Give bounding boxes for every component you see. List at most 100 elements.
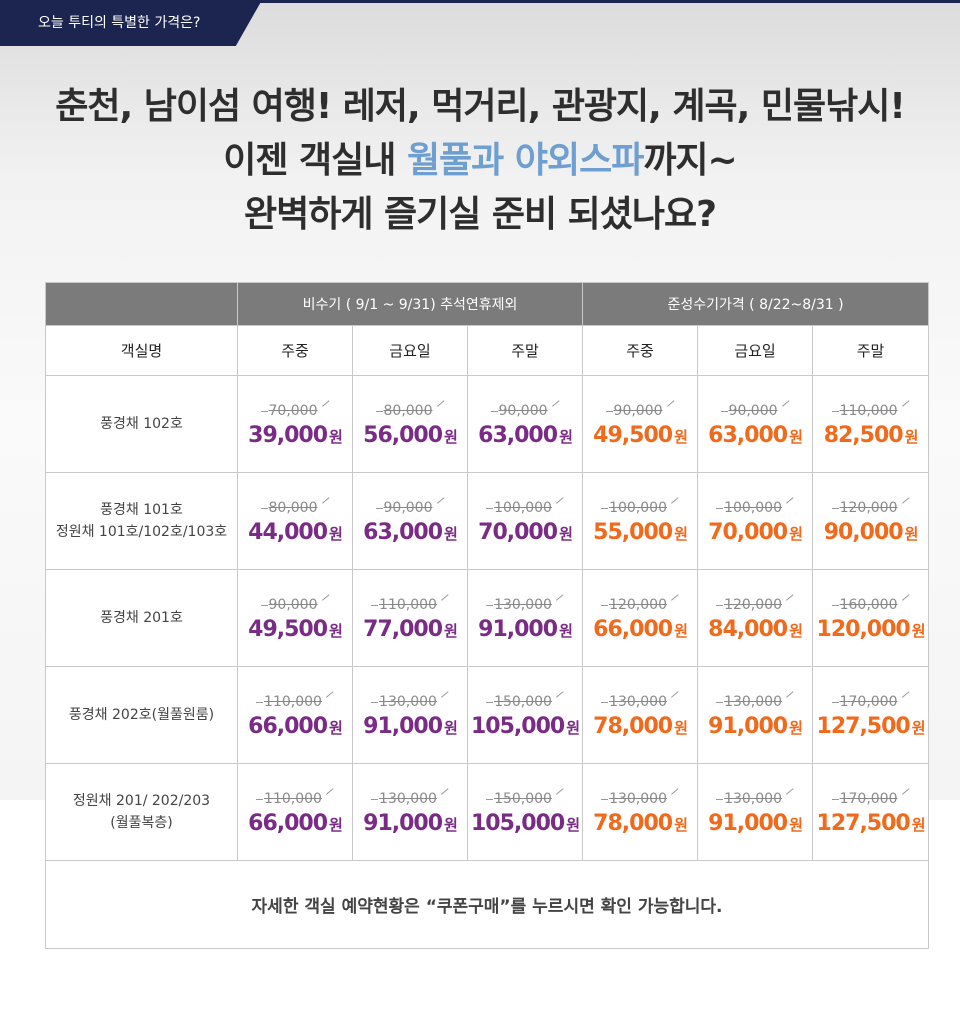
- discount-price: 91,000 원: [698, 714, 812, 739]
- headline-line-3: 완벽하게 즐기실 준비 되셨나요?: [243, 194, 717, 235]
- currency-unit: 원: [444, 816, 458, 834]
- room-name: 풍경채 202호(월풀원룸): [45, 666, 238, 764]
- original-price: 100,000: [716, 500, 796, 516]
- price-cell: 80,000 44,000 원: [237, 472, 353, 570]
- original-price: 110,000: [256, 694, 336, 710]
- original-price: 130,000: [601, 694, 681, 710]
- discount-price: 66,000 원: [238, 811, 352, 836]
- price-cell: 130,000 91,000 원: [697, 666, 814, 764]
- promo-headline: 춘천, 남이섬 여행! 레저, 먹거리, 관광지, 계곡, 민물낚시! 이젠 객…: [0, 80, 960, 242]
- price-cell: 80,000 56,000 원: [352, 375, 468, 473]
- discount-price: 78,000 원: [583, 714, 697, 739]
- discount-price: 77,000 원: [353, 617, 467, 642]
- room-name-line: 정원채 201/ 202/203: [72, 793, 211, 809]
- season-header-row: 비수기 ( 9/1 ~ 9/31) 추석연휴제외 준성수기가격 ( 8/22~8…: [45, 282, 930, 326]
- discount-price: 49,500 원: [583, 423, 697, 448]
- discount-price: 127,500 원: [813, 714, 928, 739]
- column-header: 주말: [812, 325, 930, 376]
- room-name-line: (월풀복층): [110, 815, 173, 831]
- original-price: 120,000: [831, 500, 912, 516]
- column-header: 금요일: [352, 325, 468, 376]
- discount-price: 82,500 원: [813, 423, 928, 448]
- discount-price: 63,000 원: [698, 423, 812, 448]
- discount-price: 44,000 원: [238, 520, 352, 545]
- price-cell: 130,000 91,000 원: [352, 763, 468, 861]
- original-price: 120,000: [601, 597, 681, 613]
- discount-price: 39,000 원: [238, 423, 352, 448]
- discount-price-value: 66,000: [248, 811, 328, 836]
- price-cell: 70,000 39,000 원: [237, 375, 353, 473]
- currency-unit: 원: [566, 816, 580, 834]
- price-cell: 170,000 127,500 원: [812, 763, 930, 861]
- currency-unit: 원: [329, 525, 343, 543]
- original-price: 90,000: [720, 403, 792, 419]
- price-cell: 130,000 91,000 원: [352, 666, 468, 764]
- column-header: 객실명: [45, 325, 238, 376]
- room-name-line: 풍경채 201호: [100, 610, 183, 626]
- price-cell: 90,000 63,000 원: [352, 472, 468, 570]
- price-table: 비수기 ( 9/1 ~ 9/31) 추석연휴제외 준성수기가격 ( 8/22~8…: [44, 282, 930, 949]
- discount-price: 66,000 원: [583, 617, 697, 642]
- original-price: 130,000: [371, 694, 451, 710]
- currency-unit: 원: [911, 719, 926, 737]
- currency-unit: 원: [559, 525, 573, 543]
- currency-unit: 원: [789, 816, 803, 834]
- headline-line-2: 이젠 객실내 월풀과 야외스파까지~: [0, 134, 960, 188]
- original-price: 130,000: [371, 791, 451, 807]
- original-price: 130,000: [601, 791, 681, 807]
- discount-price-value: 91,000: [363, 714, 443, 739]
- price-cell: 100,000 70,000 원: [466, 472, 584, 570]
- price-cell: 90,000 63,000 원: [466, 375, 584, 473]
- currency-unit: 원: [566, 719, 580, 737]
- room-name-line: 정원채 101호/102호/103호: [55, 524, 228, 540]
- original-price: 90,000: [605, 403, 677, 419]
- column-header: 금요일: [697, 325, 814, 376]
- currency-unit: 원: [329, 816, 343, 834]
- reservation-notice: 자세한 객실 예약현황은 “쿠폰구매”를 누르시면 확인 가능합니다.: [44, 860, 930, 949]
- discount-price-value: 105,000: [471, 714, 565, 739]
- discount-price-value: 82,500: [823, 423, 904, 448]
- currency-unit: 원: [789, 428, 803, 446]
- discount-price: 63,000 원: [353, 520, 467, 545]
- price-cell: 130,000 91,000 원: [466, 569, 584, 667]
- discount-price-value: 91,000: [708, 714, 788, 739]
- column-header-row: 객실명 주중 금요일 주말 주중 금요일 주말: [45, 325, 930, 376]
- discount-price: 91,000 원: [353, 811, 467, 836]
- price-cell: 130,000 78,000 원: [582, 763, 699, 861]
- currency-unit: 원: [444, 622, 458, 640]
- price-cell: 110,000 77,000 원: [352, 569, 468, 667]
- original-price: 130,000: [486, 597, 566, 613]
- price-cell: 130,000 78,000 원: [582, 666, 699, 764]
- discount-price: 66,000 원: [238, 714, 352, 739]
- currency-unit: 원: [789, 525, 803, 543]
- room-name: 풍경채 201호: [45, 569, 238, 667]
- original-price: 90,000: [490, 403, 562, 419]
- currency-unit: 원: [674, 428, 688, 446]
- original-price: 110,000: [831, 403, 912, 419]
- price-cell: 90,000 49,500 원: [237, 569, 353, 667]
- price-cell: 120,000 90,000 원: [812, 472, 930, 570]
- discount-price-value: 91,000: [363, 811, 443, 836]
- discount-price: 63,000 원: [468, 423, 582, 448]
- discount-price: 90,000 원: [813, 520, 928, 545]
- price-cell: 100,000 70,000 원: [697, 472, 814, 570]
- discount-price: 70,000 원: [468, 520, 582, 545]
- table-row: 정원채 201/ 202/203 (월풀복층) 110,000 66,000 원 130,…: [45, 763, 930, 861]
- header-blank: [45, 282, 238, 326]
- discount-price: 84,000 원: [698, 617, 812, 642]
- discount-price-value: 77,000: [363, 617, 443, 642]
- original-price: 170,000: [831, 694, 912, 710]
- price-cell: 170,000 127,500 원: [812, 666, 930, 764]
- discount-price-value: 66,000: [248, 714, 328, 739]
- semiseason-header: 준성수기가격 ( 8/22~8/31 ): [582, 282, 930, 326]
- headline-line-2-post: 까지~: [643, 140, 737, 181]
- discount-price-value: 63,000: [363, 520, 443, 545]
- currency-unit: 원: [444, 428, 458, 446]
- headline-highlight: 월풀과 야외스파: [406, 140, 644, 181]
- room-name-line: 풍경채 101호: [100, 502, 183, 518]
- original-price: 90,000: [375, 500, 447, 516]
- table-row: 풍경채 202호(월풀원룸) 110,000 66,000 원 130,000 91,00…: [45, 666, 930, 764]
- price-cell: 110,000 66,000 원: [237, 666, 353, 764]
- price-cell: 160,000 120,000 원: [812, 569, 930, 667]
- price-cell: 120,000 84,000 원: [697, 569, 814, 667]
